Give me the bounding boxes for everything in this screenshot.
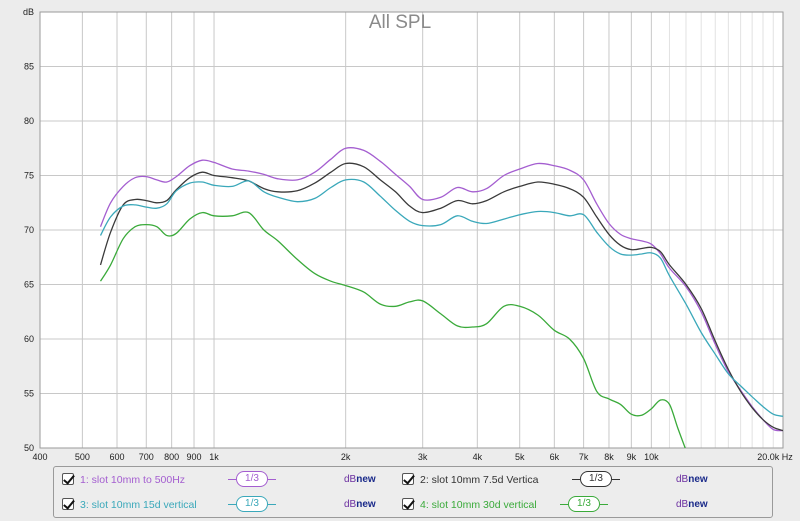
y-tick-label-5: 75 (24, 171, 34, 181)
series-line-3 (99, 178, 783, 418)
y-tick-label-1: 55 (24, 389, 34, 399)
y-tick-label-6: 80 (24, 116, 34, 126)
y-tick-labels: 50 55 60 65 70 75 80 85 dB (23, 7, 34, 453)
x-tick-label-8: 3k (418, 452, 428, 462)
db-label-2: dB (676, 474, 689, 485)
plot-border (39, 11, 784, 449)
y-tick-label-3: 65 (24, 280, 34, 290)
x-tick-label-9: 4k (473, 452, 483, 462)
legend-name-1: 1: slot 10mm to 500Hz (80, 474, 186, 486)
x-tick-label-11: 6k (550, 452, 560, 462)
x-tick-label-6: 1k (209, 452, 219, 462)
series-line-4 (99, 211, 686, 448)
legend-item-2[interactable]: 2: slot 10mm 7.5d Vertica 1/3 dBnew (402, 470, 762, 490)
x-tick-label-2: 600 (109, 452, 124, 462)
x-tick-label-4: 800 (164, 452, 179, 462)
y-tick-label-7: 85 (24, 62, 34, 72)
x-tick-label-16: 20.0k Hz (757, 452, 793, 462)
checkbox-2[interactable] (402, 473, 414, 485)
new-label-1: new (356, 474, 376, 485)
x-tick-labels: 400 500 600 700 800 900 1k 2k 3k 4k 5k 6k 7k 8k 9k 10k 2… (32, 452, 793, 462)
legend-name-2: 2: slot 10mm 7.5d Vertica (420, 474, 539, 486)
x-tick-label-10: 5k (515, 452, 525, 462)
smoothing-button-2[interactable]: 1/3 (572, 471, 620, 487)
x-tick-label-14: 9k (627, 452, 637, 462)
series-line-2 (99, 162, 783, 432)
checkbox-1[interactable] (62, 473, 74, 485)
checkbox-3[interactable] (62, 498, 74, 510)
db-label-3: dB (344, 499, 357, 510)
smoothing-button-4[interactable]: 1/3 (560, 496, 608, 512)
legend-name-3: 3: slot 10mm 15d vertical (80, 499, 197, 511)
x-tick-label-5: 900 (187, 452, 202, 462)
db-label-1: dB (344, 474, 357, 485)
legend-item-4[interactable]: 4: slot 10mm 30d vertical 1/3 dBnew (402, 495, 762, 515)
series-curves (99, 147, 783, 448)
y-tick-label-0: 50 (24, 443, 34, 453)
x-tick-label-7: 2k (341, 452, 351, 462)
x-tick-label-0: 400 (32, 452, 47, 462)
new-label-4: new (688, 499, 708, 510)
x-tick-label-3: 700 (139, 452, 154, 462)
dbnew-button-3[interactable]: dBnew (344, 499, 376, 510)
x-tick-label-13: 8k (604, 452, 614, 462)
new-label-2: new (688, 474, 708, 485)
series-line-1 (99, 147, 783, 432)
x-tick-label-15: 10k (644, 452, 659, 462)
dbnew-button-4[interactable]: dBnew (676, 499, 708, 510)
x-tick-label-12: 7k (579, 452, 589, 462)
dbnew-button-1[interactable]: dBnew (344, 474, 376, 485)
y-tick-label-8: dB (23, 7, 34, 17)
legend-item-3[interactable]: 3: slot 10mm 15d vertical 1/3 dBnew (62, 495, 392, 515)
x-tick-label-1: 500 (75, 452, 90, 462)
y-tick-label-4: 70 (24, 225, 34, 235)
legend-item-1[interactable]: 1: slot 10mm to 500Hz 1/3 dBnew (62, 470, 392, 490)
checkbox-4[interactable] (402, 498, 414, 510)
db-label-4: dB (676, 499, 689, 510)
y-tick-label-2: 60 (24, 334, 34, 344)
smoothing-button-3[interactable]: 1/3 (228, 496, 276, 512)
chart-title: All SPL (369, 12, 431, 33)
dbnew-button-2[interactable]: dBnew (676, 474, 708, 485)
legend: 1: slot 10mm to 500Hz 1/3 dBnew 2: slot … (53, 466, 773, 518)
new-label-3: new (356, 499, 376, 510)
smoothing-button-1[interactable]: 1/3 (228, 471, 276, 487)
legend-name-4: 4: slot 10mm 30d vertical (420, 499, 537, 511)
